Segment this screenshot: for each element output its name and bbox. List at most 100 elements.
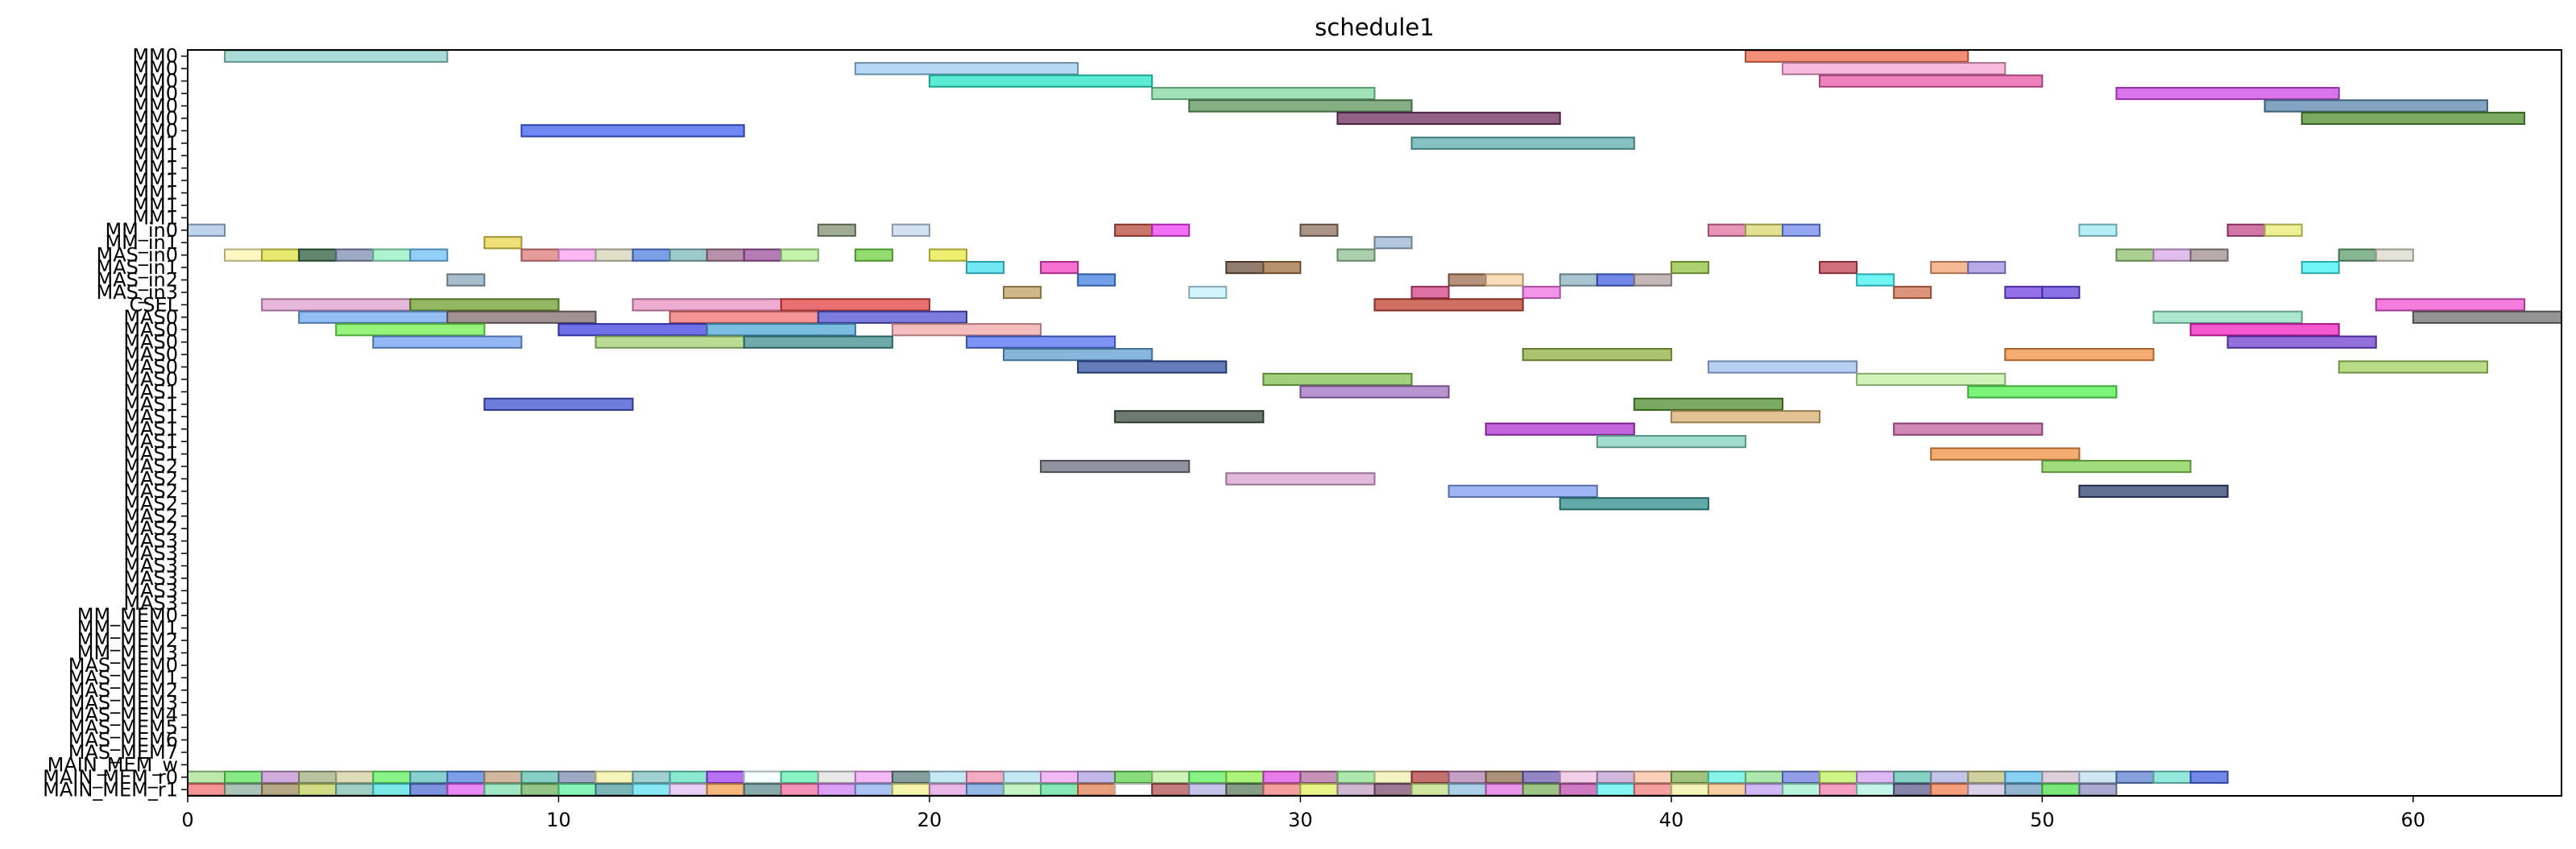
mem-read0-bar [780, 770, 819, 784]
task-bar [1299, 385, 1450, 399]
mem-read1-bar [928, 783, 967, 797]
y-tick-label: MAS1 [123, 405, 178, 428]
task-bar [1373, 298, 1524, 312]
y-tick-label: MAS0 [123, 343, 178, 366]
y-tick-label: MAS2 [123, 467, 178, 490]
mem-read0-bar [1151, 770, 1191, 784]
mem-read1-bar [298, 783, 338, 797]
mem-read1-bar [1114, 783, 1153, 797]
task-bar [780, 298, 930, 312]
mem-read0-bar [1225, 770, 1265, 784]
y-tick-label: CSEL [129, 293, 178, 316]
mem-read0-bar [1447, 770, 1487, 784]
mem-read1-bar [261, 783, 300, 797]
y-tick-label: MAS3 [123, 530, 178, 553]
y-tick-label: MAS0 [123, 318, 178, 341]
mem-read1-bar [1336, 783, 1376, 797]
task-bar [854, 62, 1079, 76]
task-bar [446, 310, 597, 324]
y-tick-label: MM1 [132, 132, 178, 155]
task-bar [1373, 236, 1413, 250]
mem-read0-bar [669, 770, 708, 784]
mem-read0-bar [224, 770, 263, 784]
y-tick-label: MM_MEM0 [77, 604, 178, 627]
y-tick-label: MM0 [132, 82, 178, 105]
task-bar [2375, 248, 2414, 262]
task-bar [1782, 223, 1821, 237]
mem-read0-bar [298, 770, 338, 784]
y-tick-label: MAS_in2 [96, 269, 178, 292]
y-tick-label: MM1 [132, 144, 178, 167]
task-bar [1003, 348, 1153, 362]
task-bar [1151, 86, 1376, 101]
task-bar [1262, 372, 1413, 387]
mem-read1-bar [1856, 783, 1895, 797]
mem-read0-bar [1819, 770, 1858, 784]
mem-read0-bar [817, 770, 856, 784]
task-bar [743, 248, 782, 262]
task-bar [1522, 285, 1561, 300]
task-bar [854, 248, 893, 262]
mem-read0-bar [335, 770, 375, 784]
mem-read1-bar [520, 783, 560, 797]
mem-read0-bar [2078, 770, 2118, 784]
y-tick-label: MM1 [132, 206, 178, 229]
y-tick-label: MAS1 [123, 430, 178, 453]
mem-read1-bar [632, 783, 671, 797]
task-bar [224, 248, 263, 262]
task-bar [298, 310, 449, 324]
mem-read0-bar [1485, 770, 1524, 784]
task-bar [372, 335, 523, 349]
task-bar [520, 124, 745, 138]
mem-read0-bar [1299, 770, 1339, 784]
task-bar [1930, 447, 2081, 461]
mem-read0-bar [1856, 770, 1895, 784]
task-bar [1077, 360, 1228, 374]
y-tick-label: MAS0 [123, 306, 178, 329]
task-bar [261, 248, 300, 262]
y-tick-label: MAS2 [123, 505, 178, 528]
task-bar [2338, 360, 2488, 374]
y-tick-label: MAS_in0 [96, 244, 178, 267]
task-bar [2004, 285, 2044, 300]
task-bar [632, 298, 782, 312]
task-bar [2263, 99, 2488, 113]
mem-read1-bar [1559, 783, 1598, 797]
mem-read0-bar [594, 770, 634, 784]
task-bar [594, 248, 634, 262]
y-tick-label: MAS1 [123, 393, 178, 416]
mem-read0-bar [2189, 770, 2229, 784]
y-tick-label: MAS_MEM2 [68, 679, 178, 702]
task-bar [1040, 260, 1079, 275]
task-bar [1336, 248, 1376, 262]
y-tick-label: MAS_MEM1 [68, 666, 178, 689]
mem-read1-bar [1782, 783, 1821, 797]
task-bar [1782, 62, 2007, 76]
task-bar [298, 248, 338, 262]
mem-read0-bar [743, 770, 782, 784]
y-tick-label: MAS3 [123, 542, 178, 565]
mem-read1-bar [483, 783, 523, 797]
task-bar [1633, 397, 1784, 411]
y-tick-label: MAS3 [123, 567, 178, 590]
task-bar [669, 248, 708, 262]
task-bar [928, 74, 1153, 88]
y-tick-label: MAS0 [123, 368, 178, 391]
mem-read0-bar [1373, 770, 1413, 784]
mem-read1-bar [1188, 783, 1228, 797]
task-bar [1967, 260, 2007, 275]
mem-read1-bar [1447, 783, 1487, 797]
mem-read1-bar [446, 783, 486, 797]
mem-read1-bar [817, 783, 856, 797]
task-bar [1485, 273, 1524, 287]
mem-read0-bar [483, 770, 523, 784]
mem-read0-bar [1596, 770, 1635, 784]
mem-read0-bar [1114, 770, 1153, 784]
task-bar [706, 248, 745, 262]
task-bar [2078, 484, 2229, 498]
mem-read1-bar [2041, 783, 2081, 797]
task-bar [632, 248, 671, 262]
mem-read0-bar [520, 770, 560, 784]
